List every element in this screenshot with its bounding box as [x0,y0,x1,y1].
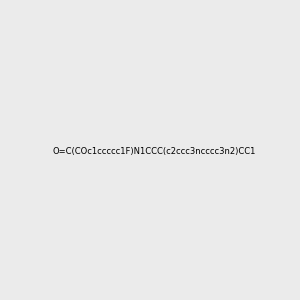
Text: O=C(COc1ccccc1F)N1CCC(c2ccc3ncccc3n2)CC1: O=C(COc1ccccc1F)N1CCC(c2ccc3ncccc3n2)CC1 [52,147,255,156]
